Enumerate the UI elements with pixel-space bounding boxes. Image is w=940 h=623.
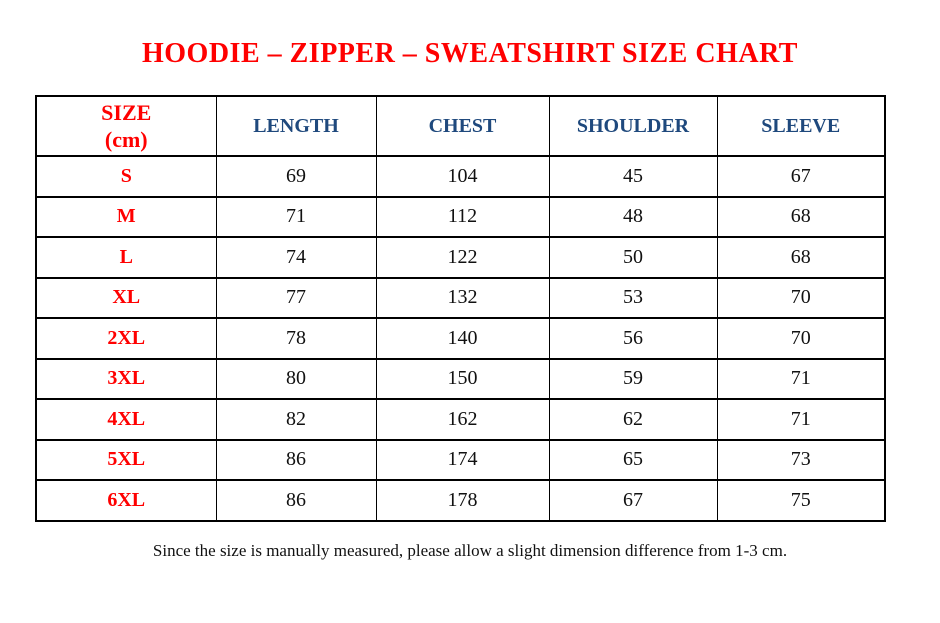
chest-cell: 174 xyxy=(375,438,550,481)
shoulder-column-header: SHOULDER xyxy=(548,95,718,157)
sleeve-column-header: SLEEVE xyxy=(716,95,886,157)
shoulder-cell: 67 xyxy=(548,479,718,522)
chest-cell: 140 xyxy=(375,317,550,360)
sleeve-cell: 71 xyxy=(716,357,886,400)
shoulder-cell: 50 xyxy=(548,236,718,279)
header-row: SIZE (cm) LENGTH CHEST SHOULDER SLEEVE xyxy=(35,95,886,157)
size-cell: 4XL xyxy=(35,398,217,441)
length-cell: 82 xyxy=(215,398,377,441)
measurement-disclaimer: Since the size is manually measured, ple… xyxy=(152,540,788,560)
table-row-6xl: 6XL 86 178 67 75 xyxy=(35,479,886,522)
chest-cell: 104 xyxy=(375,155,550,198)
sleeve-cell: 67 xyxy=(716,155,886,198)
size-cell: 3XL xyxy=(35,357,217,400)
shoulder-cell: 53 xyxy=(548,276,718,319)
chest-cell: 122 xyxy=(375,236,550,279)
chest-cell: 162 xyxy=(375,398,550,441)
size-chart-table: SIZE (cm) LENGTH CHEST SHOULDER SLEEVE S… xyxy=(35,95,886,522)
sleeve-cell: 68 xyxy=(716,236,886,279)
size-header-line1: SIZE xyxy=(101,100,152,125)
page-title: HOODIE – ZIPPER – SWEATSHIRT SIZE CHART xyxy=(142,38,798,69)
sleeve-cell: 70 xyxy=(716,276,886,319)
chest-cell: 132 xyxy=(375,276,550,319)
shoulder-cell: 65 xyxy=(548,438,718,481)
table-row-xl: XL 77 132 53 70 xyxy=(35,276,886,319)
size-cell: M xyxy=(35,195,217,238)
length-cell: 86 xyxy=(215,438,377,481)
table-row-4xl: 4XL 82 162 62 71 xyxy=(35,398,886,441)
length-cell: 69 xyxy=(215,155,377,198)
length-cell: 77 xyxy=(215,276,377,319)
size-cell: 2XL xyxy=(35,317,217,360)
table-row-s: S 69 104 45 67 xyxy=(35,155,886,198)
size-header-line2: (cm) xyxy=(104,127,148,152)
shoulder-cell: 62 xyxy=(548,398,718,441)
length-cell: 71 xyxy=(215,195,377,238)
size-cell: 5XL xyxy=(35,438,217,481)
chest-cell: 178 xyxy=(375,479,550,522)
table-row-m: M 71 112 48 68 xyxy=(35,195,886,238)
size-cm-column-header: SIZE (cm) xyxy=(35,95,217,157)
chest-cell: 112 xyxy=(375,195,550,238)
table-row-3xl: 3XL 80 150 59 71 xyxy=(35,357,886,400)
chest-column-header: CHEST xyxy=(375,95,550,157)
size-chart-page: { "page": { "stray_mark": ".", "title": … xyxy=(0,38,940,623)
length-cell: 78 xyxy=(215,317,377,360)
size-cell: L xyxy=(35,236,217,279)
stray-period-mark: . xyxy=(476,37,480,52)
size-cell: S xyxy=(35,155,217,198)
sleeve-cell: 71 xyxy=(716,398,886,441)
sleeve-cell: 68 xyxy=(716,195,886,238)
shoulder-cell: 48 xyxy=(548,195,718,238)
sleeve-cell: 73 xyxy=(716,438,886,481)
chest-cell: 150 xyxy=(375,357,550,400)
shoulder-cell: 56 xyxy=(548,317,718,360)
shoulder-cell: 45 xyxy=(548,155,718,198)
length-cell: 80 xyxy=(215,357,377,400)
length-cell: 74 xyxy=(215,236,377,279)
sleeve-cell: 75 xyxy=(716,479,886,522)
length-column-header: LENGTH xyxy=(215,95,377,157)
length-cell: 86 xyxy=(215,479,377,522)
size-cell: 6XL xyxy=(35,479,217,522)
shoulder-cell: 59 xyxy=(548,357,718,400)
table-row-2xl: 2XL 78 140 56 70 xyxy=(35,317,886,360)
size-cell: XL xyxy=(35,276,217,319)
sleeve-cell: 70 xyxy=(716,317,886,360)
table-row-5xl: 5XL 86 174 65 73 xyxy=(35,438,886,481)
table-row-l: L 74 122 50 68 xyxy=(35,236,886,279)
